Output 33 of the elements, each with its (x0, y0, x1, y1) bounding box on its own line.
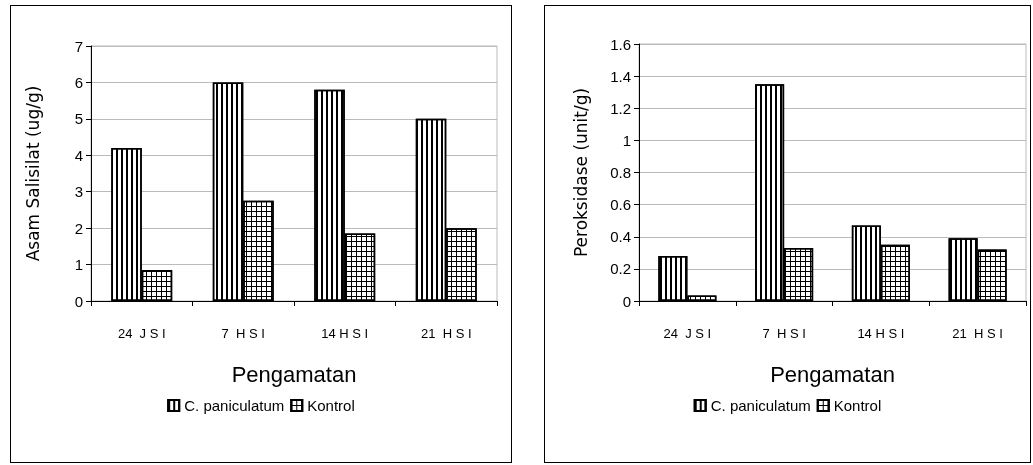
x-tick-label: 7 H S I (221, 326, 265, 341)
y-tick-label: 0 (74, 292, 83, 310)
y-tick-label: 4 (74, 146, 83, 164)
y-tick-label: 0.6 (610, 196, 631, 214)
y-axis-title: Peroksidase (unit/g) (570, 87, 591, 258)
x-tick-label: 14 H S I (857, 326, 905, 341)
legend-label: C. paniculatum (710, 397, 811, 414)
y-tick-label: 1 (74, 256, 83, 274)
y-tick-label: 1.4 (610, 67, 631, 85)
x-axis-title: Pengamatan (231, 361, 357, 387)
y-tick-label: 1.2 (610, 99, 631, 117)
y-tick-label: 0 (622, 292, 631, 310)
y-tick-label: 6 (74, 73, 83, 91)
y-tick-label: 0.4 (610, 228, 631, 246)
x-tick-label: 7 H S I (762, 326, 806, 341)
y-tick-label: 1.6 (610, 35, 631, 53)
y-tick-label: 0.8 (610, 164, 631, 181)
legend-label: Kontrol (833, 397, 882, 414)
legend-label: Kontrol (307, 397, 355, 414)
x-tick-label: 14 H S I (321, 326, 369, 341)
x-axis-title: Pengamatan (770, 361, 895, 387)
x-tick-label: 24 J S I (663, 326, 712, 341)
y-axis-title: Asam Salisilat (ug/g) (22, 85, 43, 262)
y-tick-label: 7 (74, 37, 83, 55)
y-tick-label: 2 (74, 219, 83, 237)
y-tick-label: 0.2 (610, 260, 631, 278)
y-tick-label: 5 (74, 110, 83, 128)
x-tick-label: 24 J S I (117, 326, 166, 341)
legend-label: C. paniculatum (184, 397, 285, 414)
x-tick-label: 21 H S I (952, 326, 1003, 341)
y-tick-label: 3 (74, 183, 83, 201)
x-tick-label: 21 H S I (420, 326, 472, 341)
y-tick-label: 1 (622, 131, 631, 149)
